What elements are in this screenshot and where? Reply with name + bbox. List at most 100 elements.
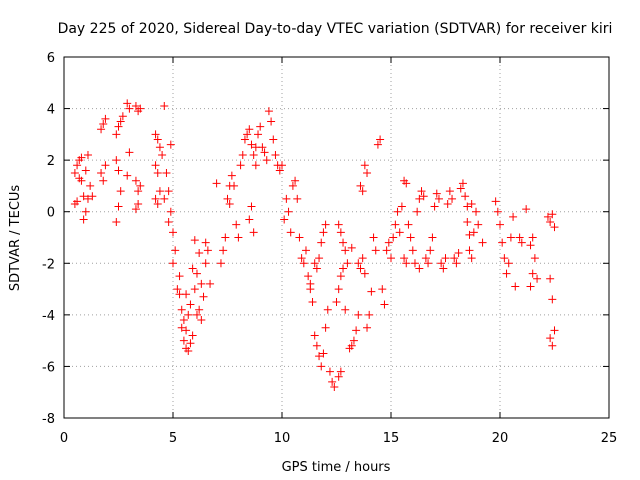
data-point — [223, 194, 232, 203]
data-point — [249, 150, 258, 159]
data-point — [419, 192, 428, 201]
data-point — [136, 181, 145, 190]
data-point — [369, 233, 378, 242]
data-point — [358, 254, 367, 263]
data-point — [260, 148, 269, 157]
data-point — [118, 112, 127, 121]
data-point — [125, 104, 134, 113]
data-point — [336, 228, 345, 237]
data-point — [465, 246, 474, 255]
data-point — [190, 236, 199, 245]
data-point — [493, 207, 502, 216]
data-point — [166, 207, 175, 216]
data-point — [164, 218, 173, 227]
data-point — [134, 187, 143, 196]
data-point — [81, 207, 90, 216]
gridlines — [64, 57, 609, 418]
data-point — [301, 246, 310, 255]
data-point — [506, 233, 515, 242]
data-point — [267, 117, 276, 126]
data-point — [356, 264, 365, 273]
data-point — [116, 117, 125, 126]
data-point — [491, 197, 500, 206]
data-point — [391, 220, 400, 229]
data-point — [533, 274, 542, 283]
data-point — [389, 233, 398, 242]
data-point — [299, 259, 308, 268]
data-point — [77, 153, 86, 162]
data-point — [238, 150, 247, 159]
data-point — [195, 248, 204, 257]
data-point — [70, 169, 79, 178]
plot-frame — [63, 56, 610, 419]
data-point — [550, 223, 559, 232]
data-point — [352, 326, 361, 335]
data-point — [548, 210, 557, 219]
data-point — [452, 259, 461, 268]
data-point — [325, 367, 334, 376]
data-point — [336, 272, 345, 281]
data-point — [424, 259, 433, 268]
data-point — [131, 101, 140, 110]
data-point — [530, 254, 539, 263]
data-point — [112, 218, 121, 227]
data-point — [182, 326, 191, 335]
data-point — [341, 246, 350, 255]
data-point — [153, 169, 162, 178]
data-point — [456, 184, 465, 193]
data-point — [240, 135, 249, 144]
data-point — [467, 199, 476, 208]
data-point — [155, 143, 164, 152]
data-point — [528, 269, 537, 278]
data-point — [354, 259, 363, 268]
data-point — [376, 135, 385, 144]
data-point — [469, 228, 478, 237]
data-point — [97, 169, 106, 178]
y-tick-label: -8 — [42, 412, 55, 427]
data-point — [192, 269, 201, 278]
data-point — [360, 161, 369, 170]
data-point — [321, 220, 330, 229]
data-point — [173, 285, 182, 294]
data-point — [86, 181, 95, 190]
data-point — [415, 194, 424, 203]
data-point — [339, 238, 348, 247]
data-point — [75, 174, 84, 183]
data-point — [123, 99, 132, 108]
data-point — [496, 220, 504, 229]
data-point — [243, 130, 252, 139]
data-point — [317, 362, 326, 371]
data-point — [101, 161, 110, 170]
data-point — [334, 285, 343, 294]
data-point — [384, 238, 393, 247]
data-point — [498, 238, 507, 247]
data-point — [184, 310, 193, 319]
x-tick-label: 20 — [492, 431, 509, 446]
data-point — [363, 169, 372, 178]
data-point — [79, 215, 88, 224]
data-point — [134, 199, 143, 208]
data-point — [256, 122, 265, 131]
data-point — [155, 187, 164, 196]
data-point — [548, 341, 557, 350]
data-point — [393, 207, 402, 216]
data-point — [177, 305, 186, 314]
data-point — [517, 238, 526, 247]
data-point — [461, 192, 470, 201]
data-point — [522, 205, 531, 214]
data-point — [319, 349, 328, 358]
y-tick-label: 2 — [47, 154, 55, 169]
data-point — [402, 259, 411, 268]
data-point — [264, 107, 273, 116]
data-point — [413, 207, 422, 216]
data-point — [458, 179, 467, 188]
data-point — [219, 246, 228, 255]
data-point — [112, 156, 121, 165]
data-point — [478, 238, 487, 247]
data-point — [99, 120, 108, 129]
data-point — [88, 192, 97, 201]
data-point — [151, 161, 160, 170]
data-point — [428, 233, 437, 242]
y-axis-label: SDTVAR / TECUs — [8, 185, 23, 292]
